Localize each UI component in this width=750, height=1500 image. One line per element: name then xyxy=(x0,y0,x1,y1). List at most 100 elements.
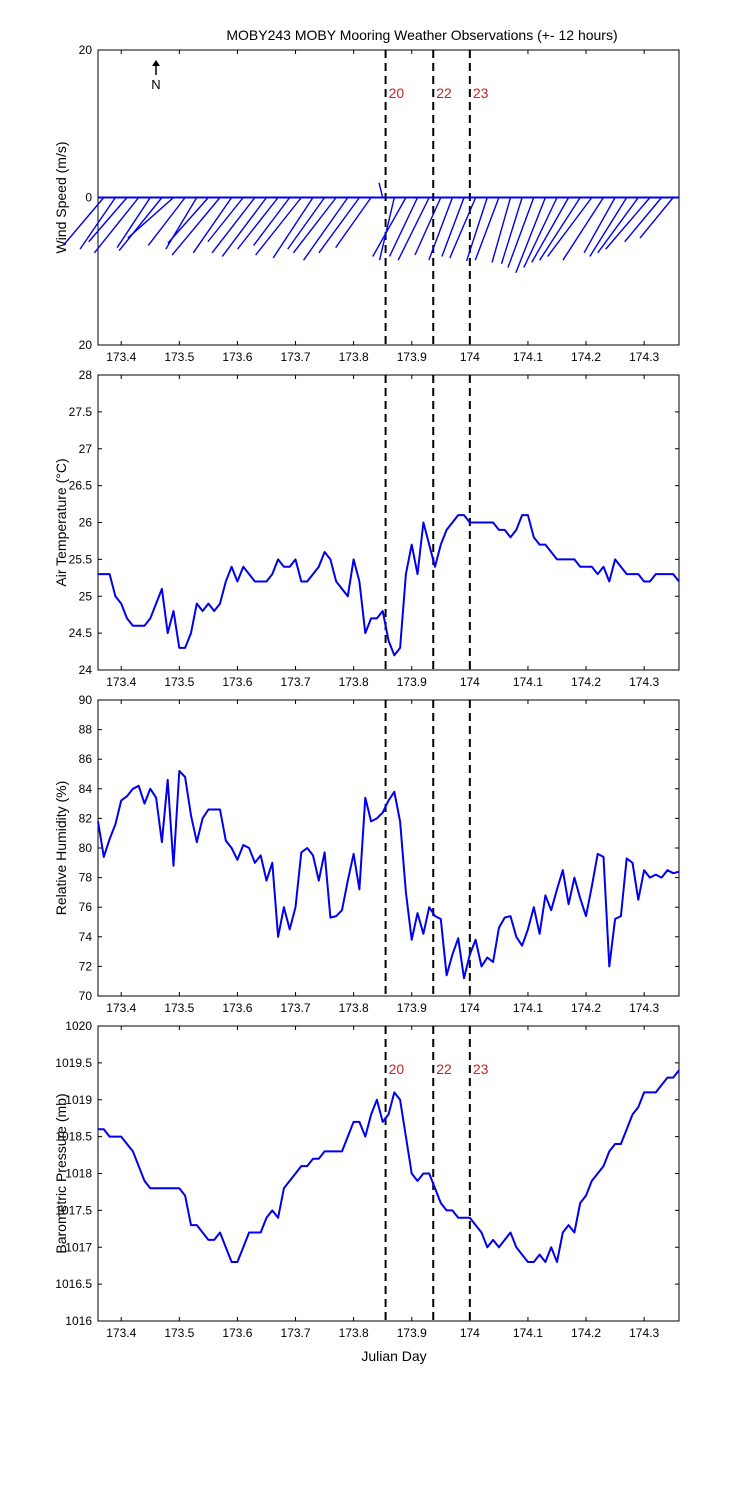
x-tick-label: 174.3 xyxy=(629,675,659,689)
y-tick-label: 70 xyxy=(79,989,93,1003)
wind-vector xyxy=(562,197,605,261)
wind-vector xyxy=(287,197,326,250)
chart-title: MOBY243 MOBY Mooring Weather Observation… xyxy=(226,27,617,43)
wind-vector xyxy=(500,197,523,265)
y-tick-label: 72 xyxy=(79,959,93,973)
north-label: N xyxy=(151,77,160,92)
wind-vector xyxy=(207,197,244,243)
wind-vector xyxy=(171,197,221,256)
y-tick-label: 84 xyxy=(79,782,93,796)
x-tick-label: 173.4 xyxy=(106,1001,136,1015)
wind-vector xyxy=(531,197,570,263)
wind-speed-panel: 173.4 173.5 173.6 173.7 173.8 173.9 174 174.1 17… xyxy=(53,43,680,364)
air-temperature-axes-frame xyxy=(97,374,680,671)
x-tick-label: 174.1 xyxy=(513,350,543,364)
wind-vector xyxy=(388,197,419,257)
wind-vector xyxy=(253,197,291,246)
wind-vector xyxy=(491,197,512,263)
air-temperature-y-axis-label: Air Temperature (°C) xyxy=(53,458,69,586)
wind-vector xyxy=(221,197,268,257)
x-tick-label: 173.7 xyxy=(281,675,311,689)
y-tick-label: 78 xyxy=(79,871,93,885)
event-marker-label: 22 xyxy=(436,85,452,101)
wind-vector xyxy=(147,197,186,246)
x-tick-label: 173.5 xyxy=(164,350,194,364)
y-tick-label: 88 xyxy=(79,723,93,737)
y-tick-label: 26 xyxy=(79,516,93,530)
wind-vector xyxy=(465,197,488,262)
y-tick-label: 24 xyxy=(79,663,93,677)
y-tick-label: 27.5 xyxy=(69,405,93,419)
x-tick-label: 173.8 xyxy=(339,350,369,364)
wind-vector xyxy=(211,197,256,254)
y-tick-label: 86 xyxy=(79,752,93,766)
y-tick-label: 25 xyxy=(79,589,93,603)
x-tick-label: 174.2 xyxy=(571,1326,601,1340)
wind-vector xyxy=(515,197,547,273)
wind-vector xyxy=(165,197,198,250)
wind-vector xyxy=(583,197,616,254)
x-tick-label: 174.1 xyxy=(513,1001,543,1015)
wind-vector xyxy=(414,197,442,256)
air-temperature-series-line xyxy=(98,514,680,657)
wind-vector xyxy=(192,197,233,254)
wind-vector xyxy=(523,197,558,268)
x-tick-label: 174.2 xyxy=(571,1001,601,1015)
y-tick-label: 82 xyxy=(79,811,93,825)
wind-speed-y-axis-label: Wind Speed (m/s) xyxy=(53,141,69,253)
wind-vector xyxy=(378,197,395,261)
wind-vector xyxy=(118,197,163,252)
relative-humidity-panel: 173.4 173.5 173.6 173.7 173.8 173.9 174 174.1 17… xyxy=(53,693,680,1015)
wind-vector xyxy=(62,197,105,246)
wind-vector xyxy=(589,197,628,257)
y-tick-label: 1018.5 xyxy=(55,1130,92,1144)
x-tick-label: 173.9 xyxy=(397,1001,427,1015)
wind-vector xyxy=(116,197,151,249)
x-tick-label: 173.4 xyxy=(106,1326,136,1340)
wind-vector xyxy=(507,197,535,268)
relative-humidity-axes-frame xyxy=(97,699,680,997)
wind-vector xyxy=(318,197,361,254)
y-tick-label: 1017 xyxy=(65,1240,92,1254)
relative-humidity-series-line xyxy=(97,770,680,980)
x-tick-label: 173.9 xyxy=(397,350,427,364)
wind-vector xyxy=(428,197,454,261)
y-tick-label: 76 xyxy=(79,900,93,914)
barometric-pressure-series-line xyxy=(98,1069,680,1263)
y-tick-label: 26.5 xyxy=(69,479,93,493)
wind-vector xyxy=(255,197,302,256)
x-tick-label: 173.4 xyxy=(106,350,136,364)
x-tick-label: 173.8 xyxy=(339,675,369,689)
y-tick-label: 20 xyxy=(79,338,93,352)
x-tick-label: 174.1 xyxy=(513,675,543,689)
y-tick-label: 1017.5 xyxy=(55,1203,92,1217)
x-tick-label: 174 xyxy=(460,350,480,364)
y-tick-label: 20 xyxy=(79,43,93,57)
wind-vector xyxy=(335,197,372,249)
y-tick-label: 80 xyxy=(79,841,93,855)
x-tick-label: 173.6 xyxy=(222,675,252,689)
x-tick-label: 173.5 xyxy=(164,675,194,689)
y-tick-label: 74 xyxy=(79,930,93,944)
x-tick-label: 174.3 xyxy=(629,350,659,364)
wind-vector xyxy=(547,197,593,257)
y-tick-label: 90 xyxy=(79,693,93,707)
wind-vector xyxy=(127,196,174,239)
y-tick-label: 1018 xyxy=(65,1167,92,1181)
wind-vector xyxy=(474,197,500,261)
event-marker-label: 23 xyxy=(473,85,489,101)
wind-vector xyxy=(639,197,674,239)
x-tick-label: 173.7 xyxy=(281,1001,311,1015)
y-tick-label: 28 xyxy=(79,368,93,382)
x-tick-label: 173.6 xyxy=(222,350,252,364)
x-tick-label: 173.9 xyxy=(397,675,427,689)
barometric-pressure-y-axis-label: Barometric Pressure (mb) xyxy=(53,1093,69,1253)
wind-vector xyxy=(378,182,384,198)
wind-vector xyxy=(372,197,407,257)
y-tick-label: 24.5 xyxy=(69,626,93,640)
x-tick-label: 174.2 xyxy=(571,675,601,689)
y-tick-label: 27 xyxy=(79,442,93,456)
y-tick-label: 1019 xyxy=(65,1093,92,1107)
x-tick-label: 174.3 xyxy=(629,1001,659,1015)
